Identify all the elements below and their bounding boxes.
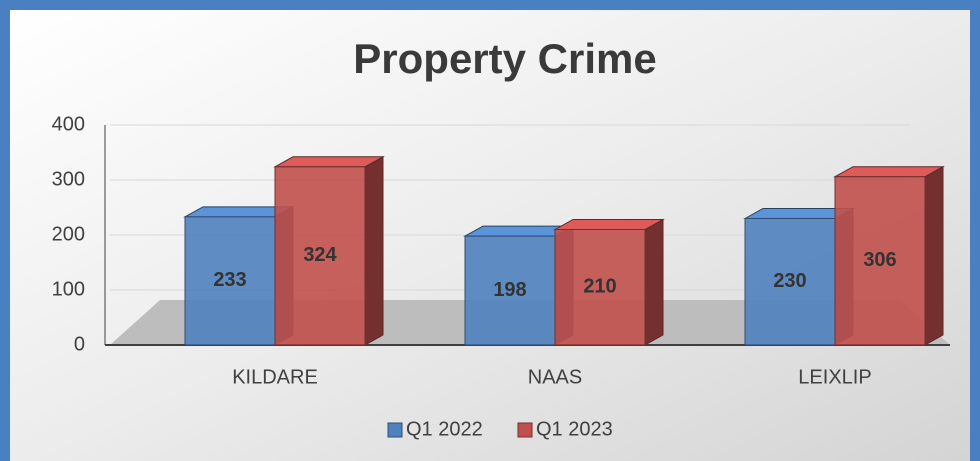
y-tick-label: 200 [52,223,85,245]
bar-top [553,219,665,230]
y-tick-label: 100 [52,278,85,300]
bar-top [833,166,945,178]
bar [554,229,646,346]
legend-label: Q1 2023 [536,418,613,440]
bar [834,176,926,346]
y-tick-label: 0 [74,333,85,355]
x-tick-label: LEIXLIP [798,366,871,388]
chart-title: Property Crime [353,35,656,82]
x-tick-label: KILDARE [232,366,318,388]
data-label: 198 [493,279,526,301]
legend-swatch [517,422,533,438]
bar-side [924,165,944,346]
bar [464,235,556,346]
bar [744,218,836,346]
bar-top [273,156,385,168]
data-label: 230 [773,270,806,292]
data-label: 306 [863,249,896,271]
legend-swatch [387,422,403,438]
bar [184,216,276,346]
legend-label: Q1 2022 [406,418,483,440]
data-label: 233 [213,269,246,291]
data-label: 210 [583,276,616,298]
bar-side [364,155,384,346]
bar-side [644,218,664,346]
y-tick-label: 300 [52,168,85,190]
x-tick-label: NAAS [528,366,582,388]
bar [274,166,366,346]
y-tick-label: 400 [52,113,85,135]
data-label: 324 [303,244,337,266]
